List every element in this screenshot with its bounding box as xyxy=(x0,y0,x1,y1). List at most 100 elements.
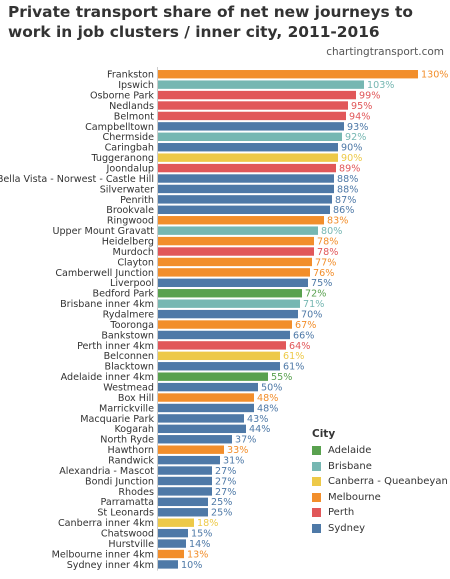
bar xyxy=(158,101,348,110)
bar xyxy=(158,111,346,121)
bar xyxy=(158,424,246,434)
category-label: Adelaide inner 4km xyxy=(61,372,154,383)
value-label: 13% xyxy=(187,549,208,560)
value-label: 75% xyxy=(311,278,332,289)
category-label: Macquarie Park xyxy=(80,414,154,425)
category-label: Joondalup xyxy=(106,163,154,174)
value-label: 90% xyxy=(341,153,362,164)
category-label: Nedlands xyxy=(109,101,154,112)
category-label: Bondi Junction xyxy=(85,476,154,487)
value-label: 93% xyxy=(347,122,368,133)
category-label: Murdoch xyxy=(113,247,154,258)
value-label: 86% xyxy=(333,205,354,216)
value-label: 64% xyxy=(289,341,310,352)
value-label: 87% xyxy=(335,195,356,206)
bar xyxy=(158,497,208,507)
category-label: Osborne Park xyxy=(90,90,154,101)
category-label: Ringwood xyxy=(107,216,154,227)
value-label: 37% xyxy=(235,435,256,446)
value-label: 27% xyxy=(215,487,236,498)
value-label: 92% xyxy=(345,132,366,143)
category-label: Belmont xyxy=(114,111,154,122)
bar xyxy=(158,278,308,288)
bar xyxy=(158,539,186,548)
bar xyxy=(158,247,314,256)
category-label: Bankstown xyxy=(101,330,154,341)
value-label: 27% xyxy=(215,466,236,477)
bar xyxy=(158,226,318,235)
chart-title: Private transport share of net new journ… xyxy=(8,3,413,41)
category-label: Parramatta xyxy=(101,497,154,508)
category-label: Sydney inner 4km xyxy=(67,560,154,571)
category-label: Canberra inner 4km xyxy=(58,518,154,529)
category-label: Brookvale xyxy=(106,205,154,216)
category-label: Brisbane inner 4km xyxy=(60,299,154,310)
legend-label: Sydney xyxy=(328,522,366,534)
bar xyxy=(158,455,220,465)
legend-swatch xyxy=(312,461,321,471)
bar xyxy=(158,560,178,569)
category-label: Penrith xyxy=(120,195,154,206)
bar xyxy=(158,299,300,308)
value-label: 67% xyxy=(295,320,316,331)
bar xyxy=(158,122,344,131)
value-label: 71% xyxy=(303,299,324,310)
bar xyxy=(158,70,418,79)
value-label: 27% xyxy=(215,476,236,487)
bar xyxy=(158,289,302,298)
category-label: Camberwell Junction xyxy=(55,268,154,279)
category-label: Hurstville xyxy=(108,539,154,550)
bar xyxy=(158,549,184,559)
bar xyxy=(158,163,336,173)
bar xyxy=(158,132,342,141)
value-label: 18% xyxy=(197,518,218,529)
bar xyxy=(158,466,212,475)
bar xyxy=(158,372,268,381)
category-label: Randwick xyxy=(108,456,154,467)
legend-item: Adelaide xyxy=(312,443,448,459)
legend-label: Adelaide xyxy=(328,445,372,457)
value-label: 31% xyxy=(223,456,244,467)
bar xyxy=(158,153,338,162)
legend-item: Brisbane xyxy=(312,459,448,475)
bar xyxy=(158,476,212,486)
value-label: 14% xyxy=(189,539,210,550)
category-label: Chermside xyxy=(103,132,155,143)
source-credit: chartingtransport.com xyxy=(326,46,444,58)
bar xyxy=(158,320,292,329)
bar xyxy=(158,205,330,215)
value-label: 88% xyxy=(337,174,358,185)
category-label: Blacktown xyxy=(104,362,154,373)
value-label: 77% xyxy=(315,257,336,268)
value-label: 88% xyxy=(337,184,358,195)
legend-item: Melbourne xyxy=(312,490,448,506)
legend-item: Perth xyxy=(312,505,448,521)
value-label: 10% xyxy=(181,560,202,571)
value-label: 94% xyxy=(349,111,370,122)
category-label: Bella Vista - Norwest - Castle Hill xyxy=(0,174,154,185)
value-label: 80% xyxy=(321,226,342,237)
category-label: Melbourne inner 4km xyxy=(52,549,154,560)
value-label: 48% xyxy=(257,403,278,414)
legend-label: Perth xyxy=(328,507,355,519)
value-label: 66% xyxy=(293,330,314,341)
category-label: Rydalmere xyxy=(103,310,154,321)
value-label: 61% xyxy=(283,362,304,373)
category-label: Kogarah xyxy=(114,424,154,435)
value-label: 78% xyxy=(317,236,338,247)
legend-label: Canberra - Queanbeyan xyxy=(328,476,448,488)
bar xyxy=(158,216,324,225)
bar xyxy=(158,445,224,454)
legend-swatch xyxy=(312,446,321,456)
bar xyxy=(158,393,254,402)
value-label: 33% xyxy=(227,445,248,456)
category-label: Campbelltown xyxy=(85,122,154,133)
legend-items: Adelaide Brisbane Canberra - Queanbeyan Mel… xyxy=(312,443,448,536)
category-label: Chatswood xyxy=(101,529,154,540)
category-label: Liverpool xyxy=(110,278,154,289)
category-label: Westmead xyxy=(103,383,154,394)
bar xyxy=(158,330,290,340)
category-label: Marrickville xyxy=(99,403,154,414)
category-label: Hawthorn xyxy=(107,445,154,456)
